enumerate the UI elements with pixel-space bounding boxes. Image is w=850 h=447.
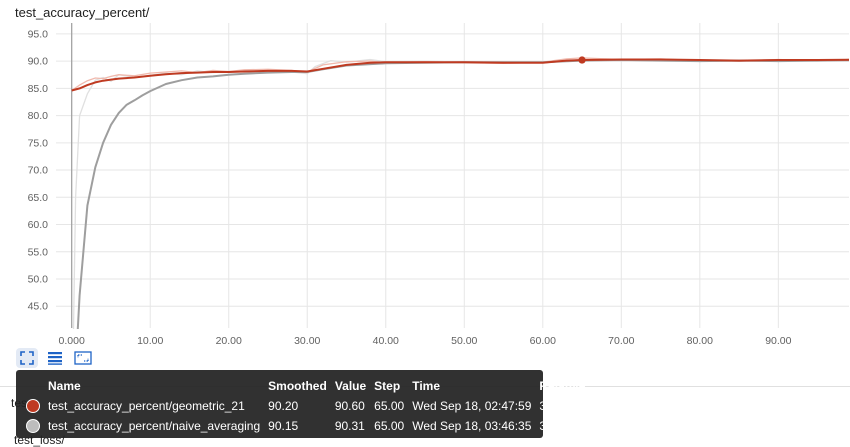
tooltip-relative: 38m 5s [539, 419, 579, 433]
fit-domain-button[interactable] [16, 348, 38, 368]
x-tick-label: 0.000 [59, 335, 85, 345]
selection-icon [74, 351, 92, 365]
chart-title: test_accuracy_percent/ [15, 5, 150, 20]
tooltip-step: 65.00 [374, 399, 405, 413]
tooltip-time: Wed Sep 18, 02:47:59 [412, 399, 532, 413]
tooltip-header-step: Step [374, 379, 401, 393]
series-swatch-cell [22, 396, 44, 416]
data-table-button[interactable] [44, 348, 66, 368]
y-tick-label: 80.0 [28, 110, 49, 122]
tooltip-row: test_accuracy_percent/geometric_21 90.20… [22, 396, 589, 416]
x-tick-label: 90.00 [765, 335, 791, 345]
tooltip-smoothed: 90.15 [268, 419, 299, 433]
chart-toolbar [16, 348, 94, 368]
series-swatch-cell [22, 416, 44, 436]
raw-line-naive-averaging [72, 58, 849, 329]
tooltip-table: Name Smoothed Value Step Time Relative t… [22, 376, 589, 436]
tooltip-row: test_accuracy_percent/naive_averaging 90… [22, 416, 589, 436]
y-tick-label: 65.0 [28, 192, 49, 204]
x-tick-label: 80.00 [687, 335, 713, 345]
series-color-swatch [26, 399, 40, 414]
y-tick-label: 85.0 [28, 83, 49, 95]
series-line-geometric-21 [71, 58, 849, 92]
data-tooltip: Name Smoothed Value Step Time Relative t… [16, 370, 585, 438]
x-tick-label: 30.00 [294, 335, 320, 345]
y-tick-label: 95.0 [28, 28, 49, 40]
smoothed-series-lines [71, 58, 849, 329]
x-tick-label: 40.00 [373, 335, 399, 345]
x-tick-label: 50.00 [451, 335, 477, 345]
tooltip-header-value: Value [334, 379, 367, 393]
y-tick-label: 50.0 [28, 273, 49, 285]
tooltip-series-name: test_accuracy_percent/naive_averaging [48, 419, 261, 433]
fit-domain-icon [20, 351, 34, 365]
hover-point-marker [578, 56, 586, 64]
x-tick-label: 20.00 [216, 335, 242, 345]
tooltip-time: Wed Sep 18, 03:46:35 [412, 419, 532, 433]
tooltip-value: 90.60 [334, 399, 365, 413]
data-table-icon [48, 352, 62, 365]
tooltip-header-smoothed: Smoothed [268, 379, 327, 393]
y-tick-label: 55.0 [28, 246, 49, 258]
y-tick-label: 70.0 [28, 165, 49, 177]
chart-grid [56, 23, 849, 328]
x-tick-label: 60.00 [530, 335, 556, 345]
series-color-swatch [26, 419, 40, 434]
y-tick-label: 75.0 [28, 137, 49, 149]
raw-series-lines [71, 57, 849, 329]
tooltip-relative: 38m 10s [539, 399, 586, 413]
tooltip-header-time: Time [412, 379, 440, 393]
x-tick-label: 70.00 [608, 335, 634, 345]
tooltip-header-name: Name [48, 379, 81, 393]
selection-button[interactable] [72, 348, 94, 368]
series-line-naive-averaging [76, 59, 849, 329]
y-tick-label: 45.0 [28, 301, 49, 313]
tooltip-step: 65.00 [374, 419, 405, 433]
tooltip-series-name: test_accuracy_percent/geometric_21 [48, 399, 245, 413]
tooltip-smoothed: 90.20 [268, 399, 299, 413]
tick-labels: 45.0 50.0 55.0 60.0 65.0 70.0 75.0 80.0 85.0 90.0… [28, 28, 792, 345]
chart-marks [578, 56, 586, 64]
y-tick-label: 90.0 [28, 56, 49, 68]
tooltip-swatch-header [22, 376, 44, 396]
tooltip-header-relative: Relative [539, 379, 586, 393]
x-tick-label: 10.00 [137, 335, 163, 345]
line-chart[interactable]: 45.0 50.0 55.0 60.0 65.0 70.0 75.0 80.0 85.0 90.0… [0, 0, 850, 345]
tooltip-value: 90.31 [334, 419, 365, 433]
y-tick-label: 60.0 [28, 219, 49, 231]
